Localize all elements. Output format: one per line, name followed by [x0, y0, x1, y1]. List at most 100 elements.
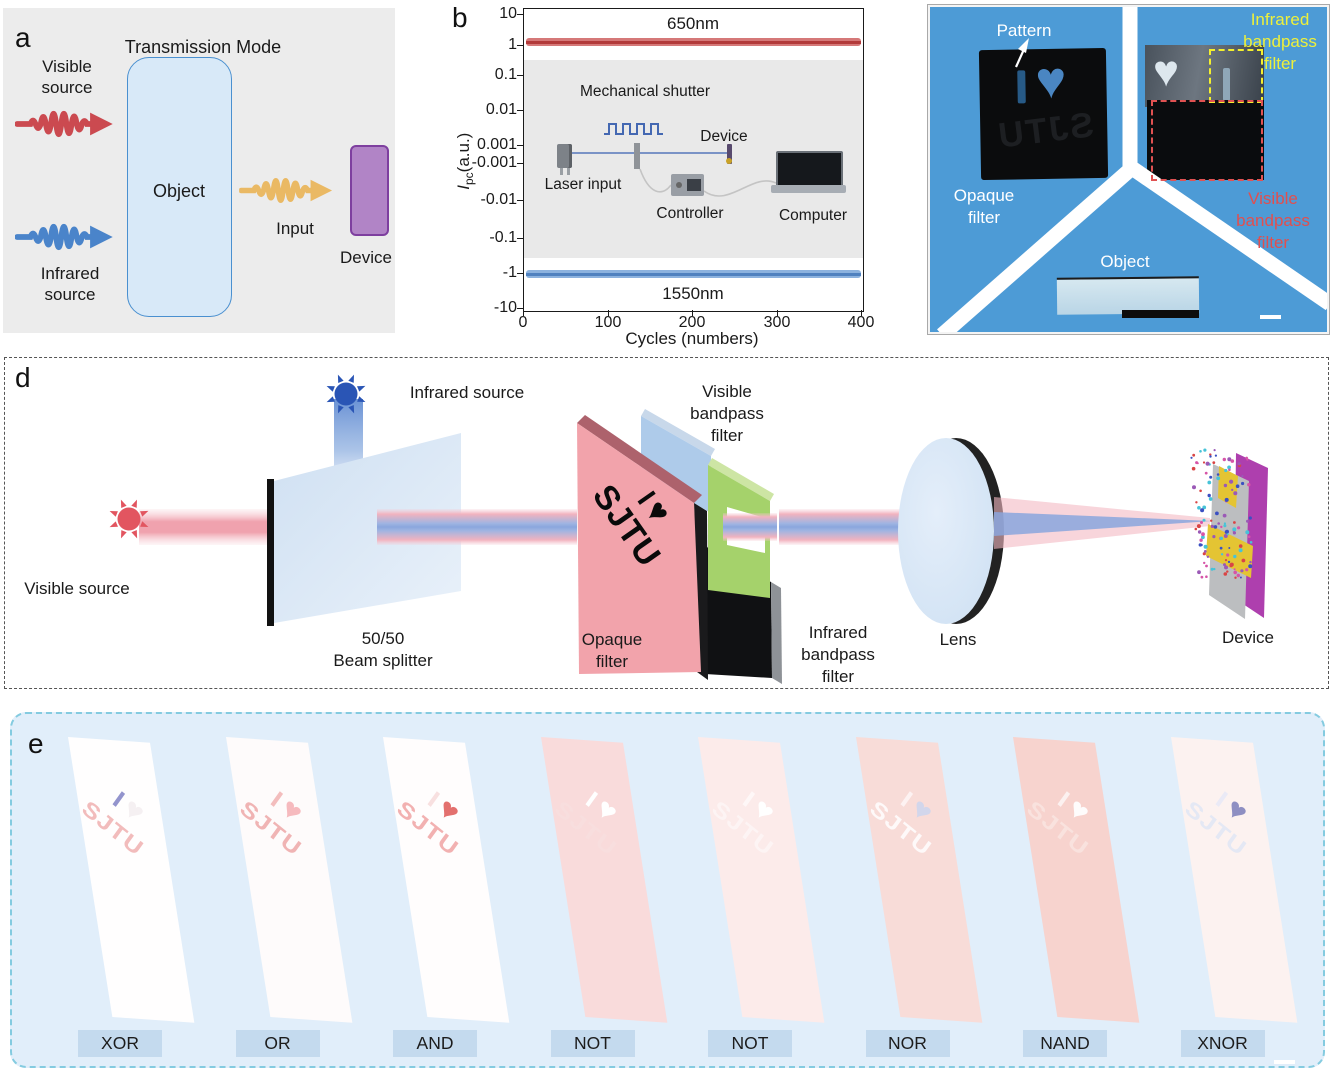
opaque-filter-face	[577, 423, 701, 674]
ytick-n0p01: -0.01	[480, 191, 517, 208]
input-wave-arrow-icon	[238, 168, 343, 213]
y-axis-label-symbol: I	[453, 185, 473, 190]
laser-leg-icon	[560, 168, 563, 175]
photo-stack-i-slot	[1223, 68, 1230, 101]
square-wave-icon	[604, 123, 663, 135]
infrared-source-label: Infrared source	[40, 264, 100, 305]
visible-beam	[139, 509, 269, 545]
input-label: Input	[276, 219, 314, 238]
ytick-mark	[517, 110, 523, 112]
pattern-arrow-head	[1018, 38, 1029, 53]
gate-sheet-nand: I ♥ SJTU	[1013, 737, 1140, 1023]
photo-object-label: Object	[1100, 252, 1150, 271]
divider-right-branch	[1127, 161, 1327, 311]
infrared-bandpass-label: Infrared bandpass filter	[801, 623, 875, 686]
panel-a-title: Transmission Mode	[124, 37, 282, 57]
infrared-source-sun-icon	[326, 374, 366, 414]
photo-divider-overlay	[937, 7, 1327, 332]
device-3d-icon	[1190, 448, 1268, 619]
infrared-bandpass-label: Infrared bandpass filter	[1243, 10, 1317, 73]
beam-splitter-face	[274, 433, 461, 623]
visible-source-sun-icon	[109, 499, 149, 539]
gate-sheet-and: I ♥ SJTU	[383, 737, 510, 1023]
infrared-bandpass-edge	[771, 582, 782, 684]
green-filter-top-edge	[708, 458, 774, 501]
computer-label: Computer	[778, 207, 848, 224]
panel-d-letter: d	[15, 362, 31, 393]
gate-sheet-not-2: I ♥ SJTU	[698, 737, 825, 1023]
opaque-filter-top-edge	[577, 415, 702, 503]
gate-label-xor: XOR	[78, 1030, 162, 1057]
ytick-mark	[517, 200, 523, 202]
visible-bandpass-dashed-box	[1151, 100, 1263, 181]
infrared-source-label: Infrared source	[409, 383, 525, 402]
gate-pattern: I ♥ SJTU	[698, 763, 808, 872]
y-axis-label-units: (a.u.)	[453, 132, 473, 173]
panel-b-letter: b	[452, 2, 468, 33]
gate-pattern: I ♥ SJTU	[68, 763, 178, 872]
ytick-n0p001: -0.001	[471, 154, 517, 171]
beam-splitter-label-l1: 50/50	[361, 629, 405, 648]
visible-bandpass-label: Visible bandpass filter	[690, 382, 764, 445]
ytick-0p1: 0.1	[494, 66, 517, 83]
ytick-mark	[517, 273, 523, 275]
xtick-mark	[777, 310, 779, 316]
laser-input-label: Laser input	[544, 176, 622, 193]
device-label: Device	[340, 248, 392, 267]
mechanical-shutter-icon	[634, 143, 640, 169]
device-electrode-top	[1218, 466, 1238, 508]
xtick-0: 0	[518, 314, 528, 331]
photo-object-slide	[1056, 276, 1200, 315]
object-box: Object	[127, 57, 232, 317]
ytick-mark	[517, 14, 523, 16]
ytick-0p001: 0.001	[476, 136, 517, 153]
computer-screen-icon	[776, 151, 843, 187]
gate-sheet-xor: I ♥ SJTU	[68, 737, 195, 1023]
gate-sheet-xnor: I ♥ SJTU	[1170, 737, 1297, 1023]
y-axis-label: Ipc(a.u.)	[454, 86, 476, 236]
controller-screen	[687, 179, 701, 191]
panel-d-optical-setup: I ♥ SJTU d Infrared source Visible sourc…	[4, 357, 1329, 689]
mixed-beam-1	[377, 509, 577, 545]
ytick-1: 1	[508, 36, 517, 53]
ytick-mark	[517, 45, 523, 47]
gate-pattern: I ♥ SJTU	[226, 763, 336, 872]
pattern-label: Pattern	[996, 21, 1052, 40]
ytick-n10: -10	[493, 299, 517, 316]
plot-area: 650nm 1550nm Mechanic	[523, 8, 864, 312]
panel-b-chart: b 10 1 0.1 0.01 0.001 -0.001 -0.01 -0.1 …	[440, 0, 905, 348]
computer-base-icon	[771, 185, 846, 193]
gate-label-not-2: NOT	[708, 1030, 792, 1057]
gate-pattern: I ♥ SJTU	[856, 763, 966, 872]
xtick-mark	[692, 310, 694, 316]
gate-label-nor: NOR	[865, 1030, 950, 1057]
gate-label-and: AND	[393, 1030, 477, 1057]
gate-sheet-nor: I ♥ SJTU	[855, 737, 982, 1023]
object-label: Object	[152, 181, 206, 201]
xtick-mark	[523, 310, 525, 316]
xtick-mark	[608, 310, 610, 316]
gate-pattern: I ♥ SJTU	[383, 763, 493, 872]
series-650nm-label: 650nm	[667, 14, 719, 33]
controller-label: Controller	[656, 205, 724, 222]
laser-leg-icon	[567, 168, 570, 175]
panel-e-letter: e	[28, 728, 44, 759]
ytick-n1: -1	[502, 264, 517, 281]
ytick-0p01: 0.01	[485, 101, 517, 118]
controller-icon	[671, 174, 704, 196]
gate-label-nand: NAND	[1023, 1030, 1107, 1057]
xtick-100: 100	[594, 314, 622, 331]
panel-a-letter: a	[15, 22, 31, 53]
visible-wave-arrow-icon	[15, 100, 123, 148]
gate-label-or: OR	[235, 1030, 320, 1057]
panel-a-transmission-mode: a Transmission Mode Visible source Objec…	[3, 8, 395, 333]
visible-bandpass-top-edge	[641, 409, 715, 456]
gate-sheet-or: I ♥ SJTU	[225, 737, 352, 1023]
gate-label-xnor: XNOR	[1180, 1030, 1265, 1057]
visible-bandpass-label: Visible bandpass filter	[1236, 189, 1310, 252]
inset-device-label: Device	[700, 128, 748, 145]
device-molecules	[1190, 448, 1253, 579]
lens-label: Lens	[939, 630, 977, 649]
ytick-mark	[517, 308, 523, 310]
gate-pattern: I ♥ SJTU	[1013, 763, 1123, 872]
